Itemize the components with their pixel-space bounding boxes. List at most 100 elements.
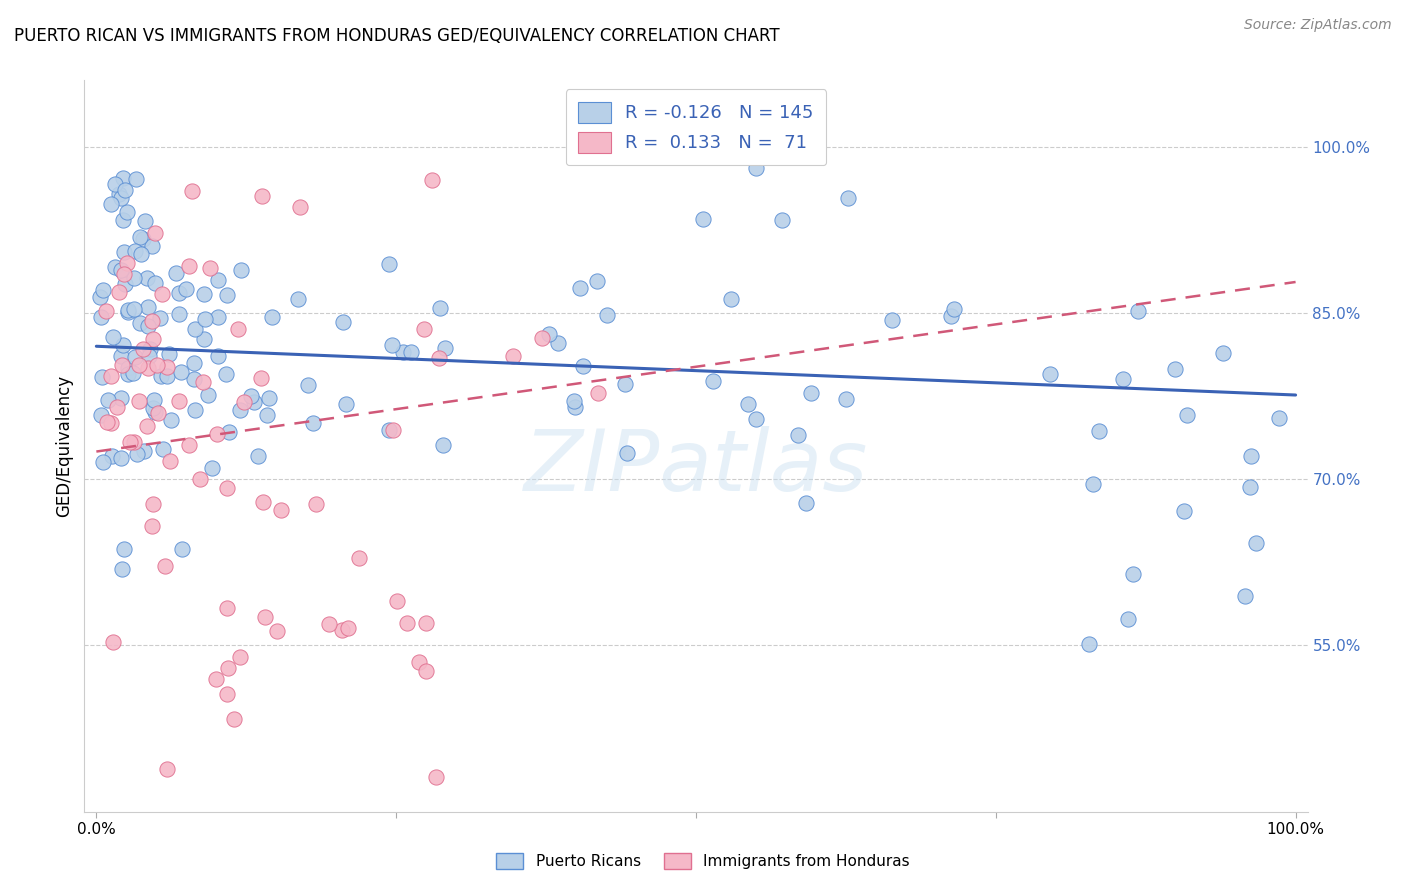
Point — [159, 454, 181, 468]
Point — [240, 389, 263, 403]
Point — [157, 346, 180, 360]
Text: Source: ZipAtlas.com: Source: ZipAtlas.com — [1244, 18, 1392, 32]
Point — [562, 394, 585, 409]
Point — [564, 400, 586, 414]
Point — [128, 394, 150, 409]
Point — [184, 403, 207, 417]
Point — [737, 397, 759, 411]
Point — [246, 449, 269, 463]
Point — [217, 660, 239, 674]
Point — [256, 408, 278, 422]
Point — [207, 349, 229, 363]
Point — [585, 275, 607, 289]
Point — [770, 213, 793, 227]
Point — [128, 358, 150, 372]
Point — [150, 369, 173, 384]
Point — [117, 368, 139, 382]
Point — [153, 559, 176, 574]
Point — [432, 438, 454, 452]
Point — [117, 256, 139, 270]
Point — [242, 394, 264, 409]
Point — [125, 447, 148, 461]
Point — [100, 449, 122, 463]
Point — [547, 335, 569, 350]
Point — [1212, 345, 1234, 359]
Point — [135, 418, 157, 433]
Point — [141, 239, 163, 253]
Point — [114, 277, 136, 292]
Point — [586, 385, 609, 400]
Point — [124, 270, 146, 285]
Point — [134, 214, 156, 228]
Point — [111, 337, 134, 351]
Point — [408, 655, 430, 669]
Point — [112, 541, 135, 556]
Point — [129, 246, 152, 260]
Point — [149, 310, 172, 325]
Point — [250, 189, 273, 203]
Point — [218, 425, 240, 439]
Point — [152, 442, 174, 456]
Point — [415, 665, 437, 679]
Point — [115, 205, 138, 219]
Point — [1039, 367, 1062, 381]
Point — [1128, 304, 1150, 318]
Point — [259, 391, 281, 405]
Point — [91, 455, 114, 469]
Point — [90, 408, 112, 422]
Point — [114, 183, 136, 197]
Point — [139, 343, 162, 357]
Point — [128, 316, 150, 330]
Point — [150, 286, 173, 301]
Point — [217, 288, 239, 302]
Point — [415, 615, 437, 630]
Point — [800, 385, 823, 400]
Point — [217, 601, 239, 615]
Point — [399, 345, 422, 359]
Point — [1083, 477, 1105, 491]
Point — [132, 343, 155, 357]
Point — [297, 378, 319, 392]
Point — [124, 302, 146, 317]
Point — [145, 405, 167, 419]
Point — [142, 393, 165, 408]
Point — [215, 481, 238, 495]
Point — [335, 397, 357, 411]
Point — [1122, 566, 1144, 581]
Point — [194, 312, 217, 326]
Point — [112, 213, 135, 227]
Point — [117, 305, 139, 319]
Point — [1173, 504, 1195, 518]
Point — [125, 172, 148, 186]
Point — [392, 344, 415, 359]
Point — [215, 367, 238, 381]
Point — [260, 310, 283, 325]
Point — [395, 616, 418, 631]
Point — [156, 762, 179, 776]
Point — [744, 129, 766, 144]
Point — [205, 672, 228, 686]
Point — [1240, 450, 1263, 464]
Point — [745, 161, 768, 176]
Point — [318, 617, 340, 632]
Point — [193, 332, 215, 346]
Point — [347, 551, 370, 566]
Point — [943, 302, 966, 317]
Point — [160, 413, 183, 427]
Point — [170, 365, 193, 379]
Point — [229, 263, 252, 277]
Point — [287, 293, 309, 307]
Point — [117, 302, 139, 317]
Point — [90, 310, 112, 325]
Point — [114, 267, 136, 281]
Point — [1164, 361, 1187, 376]
Point — [136, 301, 159, 315]
Point — [787, 428, 810, 442]
Point — [228, 403, 250, 417]
Point — [188, 472, 211, 486]
Point — [1268, 410, 1291, 425]
Point — [207, 310, 229, 324]
Point — [207, 272, 229, 286]
Point — [429, 301, 451, 315]
Point — [252, 495, 274, 509]
